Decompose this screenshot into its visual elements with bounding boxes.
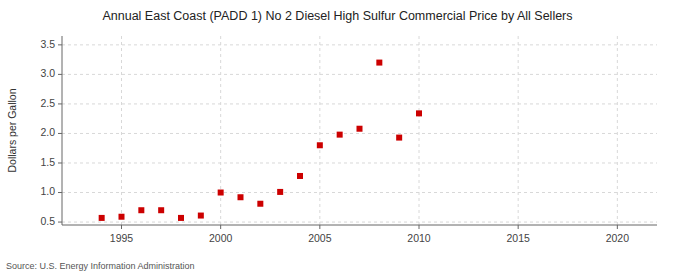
y-tick-label: 0.5 [40, 215, 55, 227]
data-points [99, 60, 422, 221]
x-tick [617, 225, 618, 229]
axes: 0.5 1.0 1.5 2.0 2.5 3.0 3.5 1995 2000 2005 2010 201… [40, 36, 657, 244]
grid-line [62, 222, 657, 223]
y-tick-label: 1.5 [40, 156, 55, 168]
point [119, 214, 125, 220]
x-tick-label: 2010 [407, 232, 431, 244]
y-tick [58, 192, 62, 193]
source: Source: U.S. Energy Information Administ… [6, 261, 195, 271]
x-tick [220, 225, 221, 229]
grid-line [62, 192, 657, 193]
y-tick-label: 3.5 [40, 38, 55, 50]
point [416, 110, 422, 116]
point [376, 60, 382, 66]
point [317, 142, 323, 148]
y-tick [58, 103, 62, 104]
point [158, 207, 164, 213]
x-tick [518, 225, 519, 229]
grid-line [62, 162, 657, 163]
grid [62, 36, 657, 225]
point [277, 189, 283, 195]
y-tick-label: 3.0 [40, 67, 55, 79]
point [178, 215, 184, 221]
chart: Annual East Coast (PADD 1) No 2 Diesel H… [0, 0, 675, 275]
x-tick-label: 2005 [308, 232, 332, 244]
grid-line [62, 44, 657, 45]
y-tick-label: 2.0 [40, 126, 55, 138]
point [99, 215, 105, 221]
x-tick [121, 225, 122, 229]
grid-line [121, 36, 122, 225]
grid-line [220, 36, 221, 225]
y-axis-label: Dollars per Gallon [6, 88, 18, 172]
x-tick [419, 225, 420, 229]
point [396, 135, 402, 141]
y-tick [58, 74, 62, 75]
grid-line [419, 36, 420, 225]
y-axis-line [62, 36, 63, 225]
x-axis-line [62, 225, 657, 226]
grid-line [319, 36, 320, 225]
y-tick [58, 44, 62, 45]
point [337, 132, 343, 138]
x-tick-label: 2000 [209, 232, 233, 244]
point [198, 213, 204, 219]
x-tick-label: 2020 [606, 232, 630, 244]
y-tick [58, 222, 62, 223]
grid-line [617, 36, 618, 225]
y-tick [58, 133, 62, 134]
point [357, 126, 363, 132]
grid-line [518, 36, 519, 225]
grid-line [62, 103, 657, 104]
grid-line [62, 133, 657, 134]
title: Annual East Coast (PADD 1) No 2 Diesel H… [102, 9, 572, 23]
point [238, 194, 244, 200]
point [218, 190, 224, 196]
point [257, 201, 263, 207]
point [297, 173, 303, 179]
x-tick [319, 225, 320, 229]
x-tick-label: 1995 [110, 232, 134, 244]
x-tick-label: 2015 [506, 232, 530, 244]
grid-line [62, 74, 657, 75]
y-tick-label: 2.5 [40, 97, 55, 109]
point [138, 207, 144, 213]
y-tick [58, 162, 62, 163]
y-tick-label: 1.0 [40, 185, 55, 197]
